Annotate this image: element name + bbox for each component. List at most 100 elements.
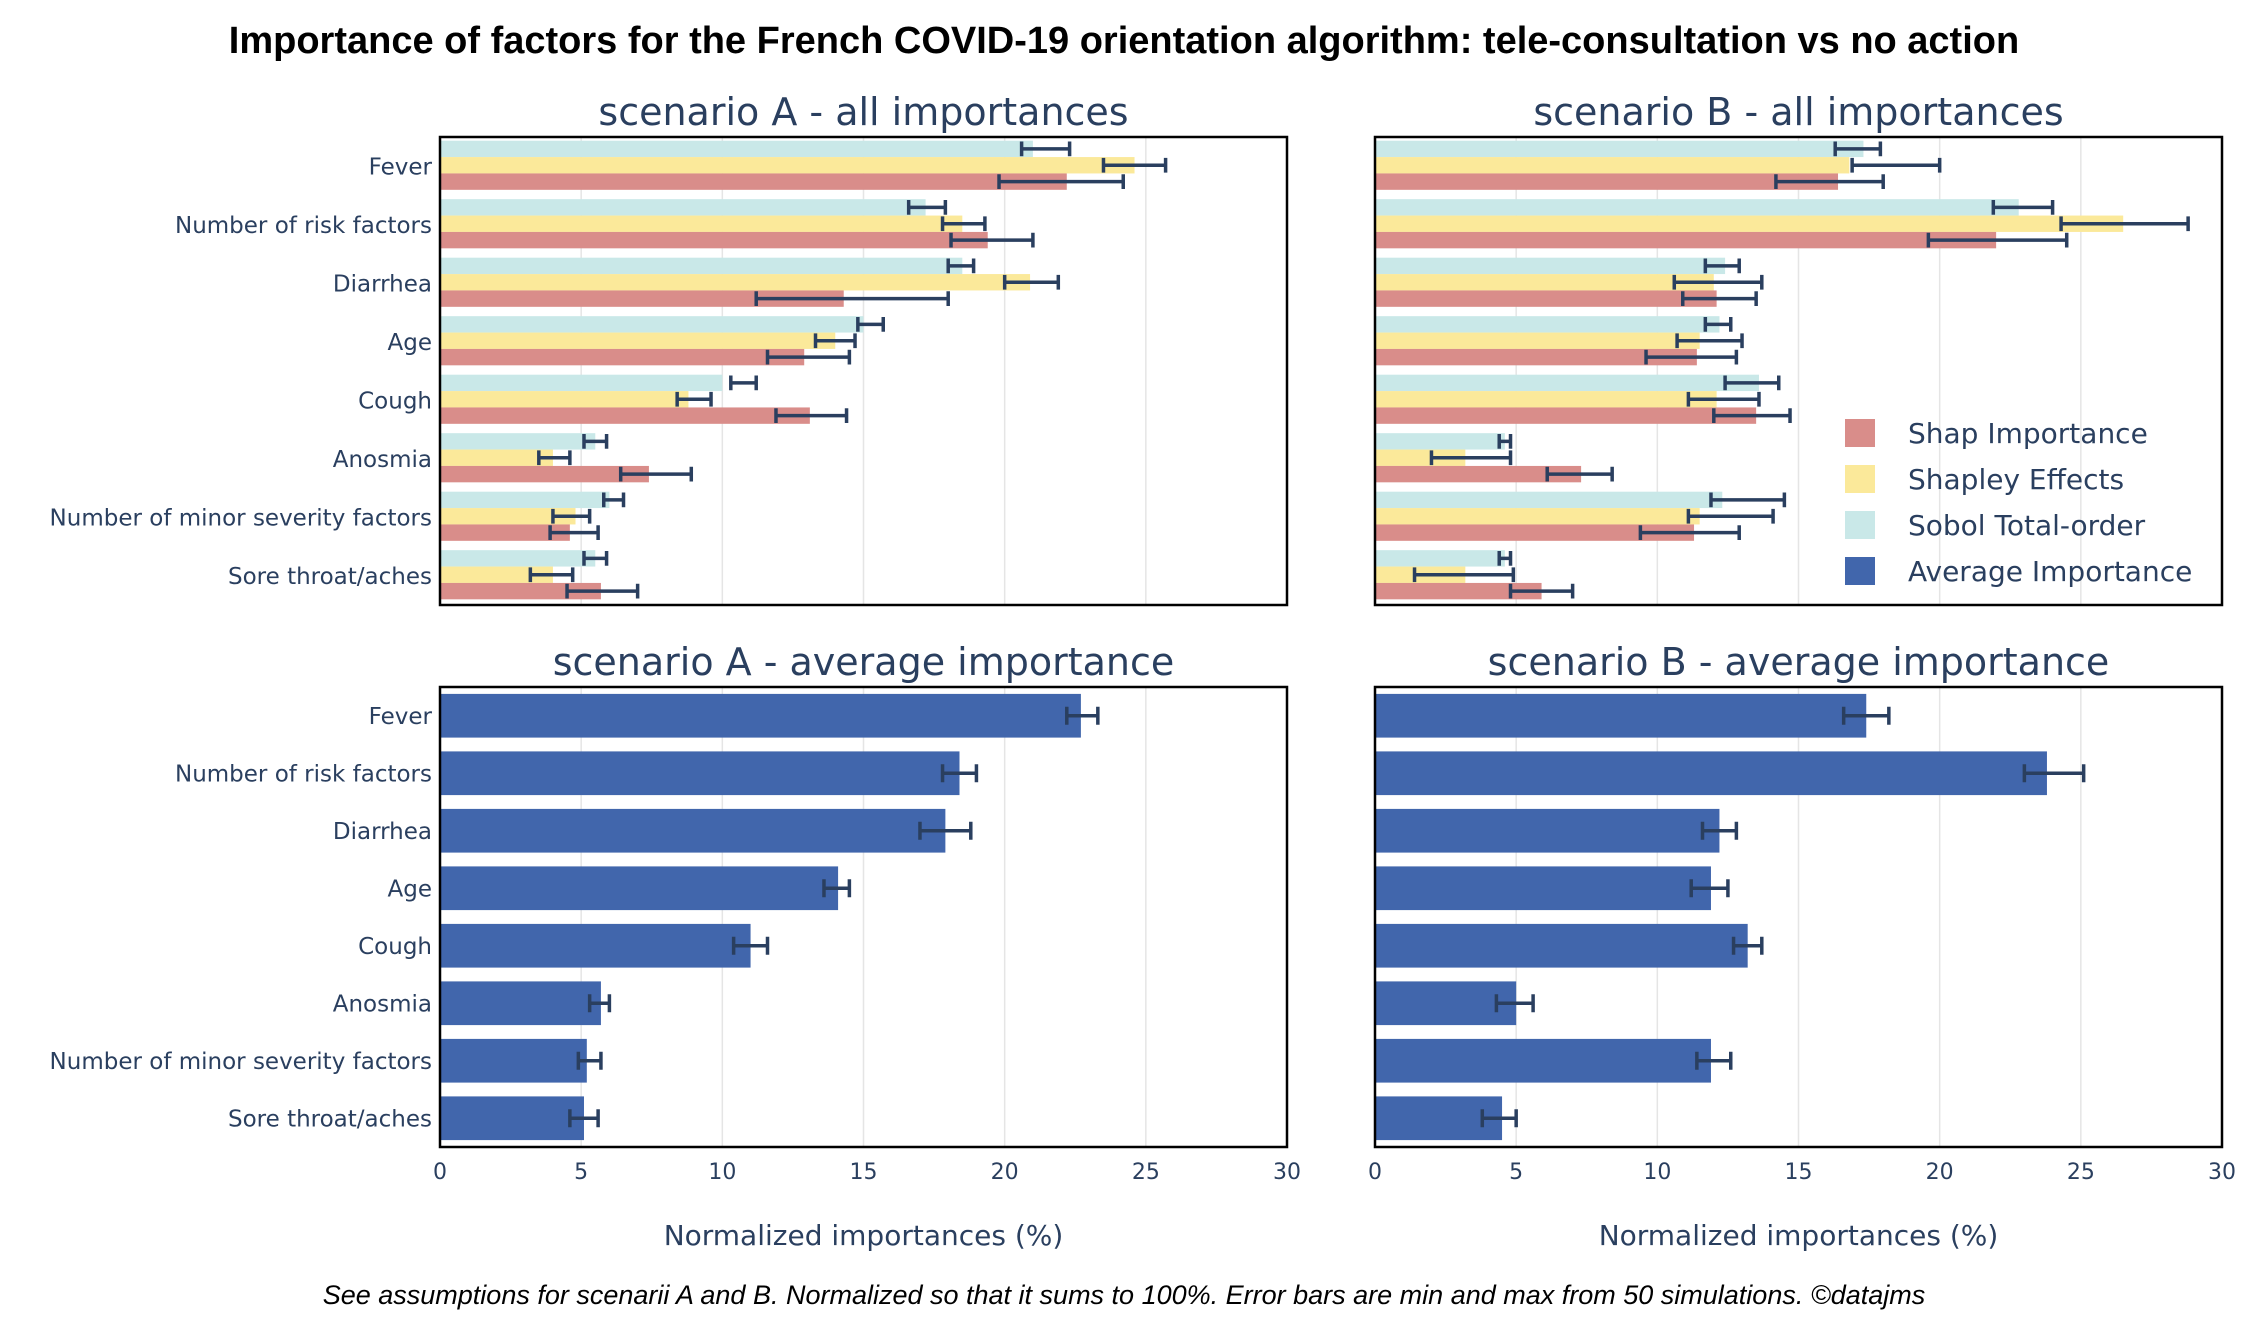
panel-scenario-a-all: scenario A - all importances Fever Number … (50, 90, 1289, 607)
error-bar (1101, 157, 1168, 173)
error-bar (1686, 391, 1761, 407)
error-bar (940, 216, 987, 232)
category-label: Diarrhea (333, 819, 432, 845)
error-bar (1494, 994, 1535, 1013)
error-bar (675, 391, 713, 407)
plot-frame (1373, 685, 2224, 1149)
bar-shap (1375, 524, 1695, 541)
error-bar (1703, 258, 1741, 274)
panel-scenario-b-avg: scenario B - average importance 0 5 10 15 20 2… (1368, 640, 2236, 1252)
legend-label: Shapley Effects (1908, 463, 2124, 496)
bar-average (1375, 751, 2047, 796)
error-bar (1480, 1109, 1518, 1128)
error-bar (2059, 216, 2190, 232)
bar-shap (440, 231, 988, 249)
bar-average (440, 693, 1081, 738)
category-label: Fever (369, 704, 433, 730)
bar-average (1375, 1038, 1711, 1083)
bar-shapley (440, 157, 1135, 174)
category-label: Anosmia (333, 447, 432, 473)
bar-average (440, 981, 601, 1026)
bar-average (1375, 981, 1517, 1026)
error-bar (537, 450, 572, 466)
category-label: Cough (358, 388, 432, 414)
error-bar (1833, 141, 1883, 157)
error-bar (1019, 141, 1072, 157)
error-bar (551, 508, 592, 524)
error-bar (946, 258, 976, 274)
category-label: Diarrhea (333, 271, 432, 297)
bar-shapley (1375, 332, 1700, 349)
error-bar (1709, 492, 1787, 508)
error-bar (1689, 879, 1730, 898)
bar-sobol (440, 316, 864, 333)
bar-sobol (1375, 433, 1505, 450)
error-bar (568, 1109, 600, 1128)
bar-average (1375, 693, 1867, 738)
bar-average (1375, 808, 1720, 853)
error-bar (1644, 349, 1739, 365)
error-bar (765, 349, 852, 365)
legend-label: Shap Importance (1908, 417, 2148, 450)
category-label: Age (388, 330, 432, 356)
x-tick-label: 20 (991, 1160, 1019, 1185)
bar-shapley (440, 566, 553, 583)
bar-shap (1375, 582, 1542, 600)
error-bar (1703, 316, 1733, 332)
legend-item: Sobol Total-order (1845, 509, 2146, 542)
bar-shapley (1375, 449, 1466, 466)
bar-shap (440, 348, 805, 366)
panel-title: scenario B - average importance (1488, 640, 2110, 684)
error-bar (2022, 764, 2086, 783)
bar-sobol (440, 550, 596, 567)
error-bar (1680, 291, 1758, 307)
bar-average (440, 808, 946, 853)
bar-shap (440, 407, 810, 424)
error-bar (906, 199, 948, 215)
bar-average (440, 1038, 587, 1083)
error-bar (1686, 508, 1775, 524)
x-tick-label: 20 (1926, 1160, 1954, 1185)
x-tick-label: 25 (2067, 1160, 2095, 1185)
chart-panels: scenario A - all importances Fever Number … (50, 90, 2236, 1252)
error-bar (618, 466, 694, 482)
error-bar (582, 433, 609, 449)
error-bar (1712, 408, 1792, 424)
x-tick-label: 30 (2208, 1160, 2236, 1185)
error-bar (997, 174, 1125, 190)
category-label: Number of risk factors (175, 213, 432, 239)
error-bar (1672, 274, 1764, 290)
bar-shap (1375, 231, 1997, 249)
x-tick-label: 15 (850, 1160, 878, 1185)
panel-scenario-b-all: scenario B - all importances (1373, 90, 2224, 607)
panel-title: scenario A - all importances (598, 90, 1128, 134)
error-bar (565, 583, 640, 599)
error-bar (949, 232, 1035, 248)
legend-swatch (1845, 419, 1875, 447)
bar-shapley (1375, 508, 1700, 525)
legend-swatch (1845, 557, 1875, 585)
error-bar (731, 936, 770, 955)
panel-title: scenario B - all importances (1533, 90, 2063, 134)
bar-shapley (440, 332, 836, 349)
bar-average (440, 751, 960, 796)
x-tick-label: 5 (1509, 1160, 1523, 1185)
error-bar (1429, 450, 1513, 466)
bar-sobol (1375, 199, 2019, 216)
error-bar (602, 492, 626, 508)
bar-shapley (1375, 157, 1850, 174)
legend-item: Average Importance (1845, 555, 2192, 588)
error-bar (940, 764, 979, 783)
category-label: Number of risk factors (175, 761, 432, 787)
category-label: Number of minor severity factors (50, 1049, 432, 1075)
bar-sobol (440, 491, 610, 509)
category-label: Sore throat/aches (228, 1106, 432, 1132)
x-tick-label: 5 (574, 1160, 588, 1185)
panel-scenario-a-avg: scenario A - average importance Fever Numb… (50, 640, 1301, 1252)
bar-shapley (1375, 215, 2124, 232)
bar-sobol (1375, 550, 1505, 567)
error-bar (1497, 550, 1513, 566)
bar-shapley (440, 508, 576, 525)
x-tick-label: 25 (1132, 1160, 1160, 1185)
error-bar (548, 525, 600, 541)
